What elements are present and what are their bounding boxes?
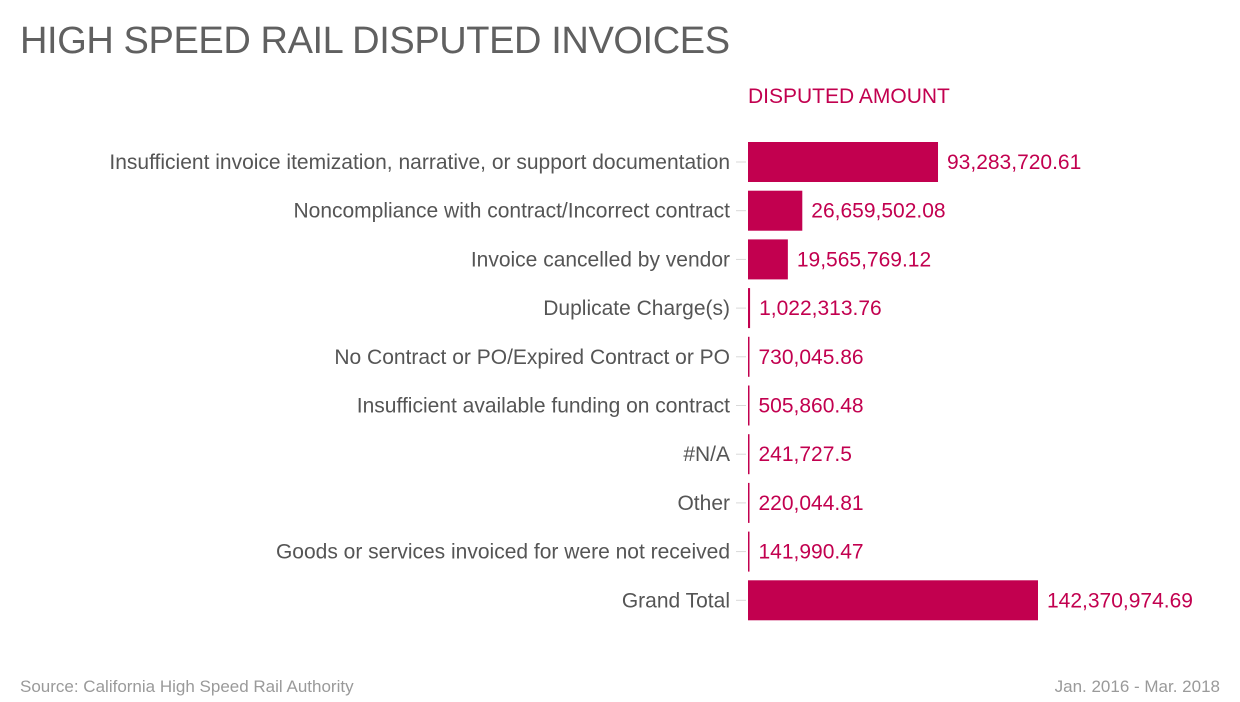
category-label: Duplicate Charge(s): [543, 297, 730, 320]
value-label: 1,022,313.76: [759, 297, 882, 320]
bar: [748, 288, 751, 329]
category-label: Other: [677, 492, 730, 515]
date-range: Jan. 2016 - Mar. 2018: [1054, 677, 1220, 696]
category-label: Insufficient available funding on contra…: [357, 395, 730, 418]
bar: [748, 482, 750, 523]
bar: [748, 336, 750, 377]
bar: [748, 434, 750, 475]
value-label: 220,044.81: [759, 492, 864, 515]
bar: [748, 580, 1038, 621]
bar: [748, 142, 939, 182]
category-label: Grand Total: [622, 589, 730, 612]
category-label: #N/A: [683, 443, 730, 466]
column-header: DISPUTED AMOUNT: [748, 85, 950, 108]
bar: [748, 385, 750, 426]
value-label: 505,860.48: [759, 395, 864, 418]
bar: [748, 531, 750, 572]
value-label: 93,283,720.61: [947, 151, 1081, 174]
category-label: Goods or services invoiced for were not …: [276, 541, 730, 564]
value-label: 141,990.47: [759, 541, 864, 564]
chart-title: HIGH SPEED RAIL DISPUTED INVOICES: [20, 20, 730, 62]
category-label: Noncompliance with contract/Incorrect co…: [293, 200, 730, 223]
bar: [748, 190, 803, 231]
value-label: 26,659,502.08: [811, 200, 945, 223]
value-label: 19,565,769.12: [797, 248, 931, 271]
value-label: 730,045.86: [759, 346, 864, 369]
category-label: Insufficient invoice itemization, narrat…: [109, 151, 730, 174]
value-label: 142,370,974.69: [1047, 589, 1193, 612]
source-note: Source: California High Speed Rail Autho…: [20, 677, 354, 696]
category-label: No Contract or PO/Expired Contract or PO: [334, 346, 730, 369]
bar: [748, 239, 788, 280]
value-label: 241,727.5: [759, 443, 852, 466]
category-label: Invoice cancelled by vendor: [471, 248, 730, 271]
